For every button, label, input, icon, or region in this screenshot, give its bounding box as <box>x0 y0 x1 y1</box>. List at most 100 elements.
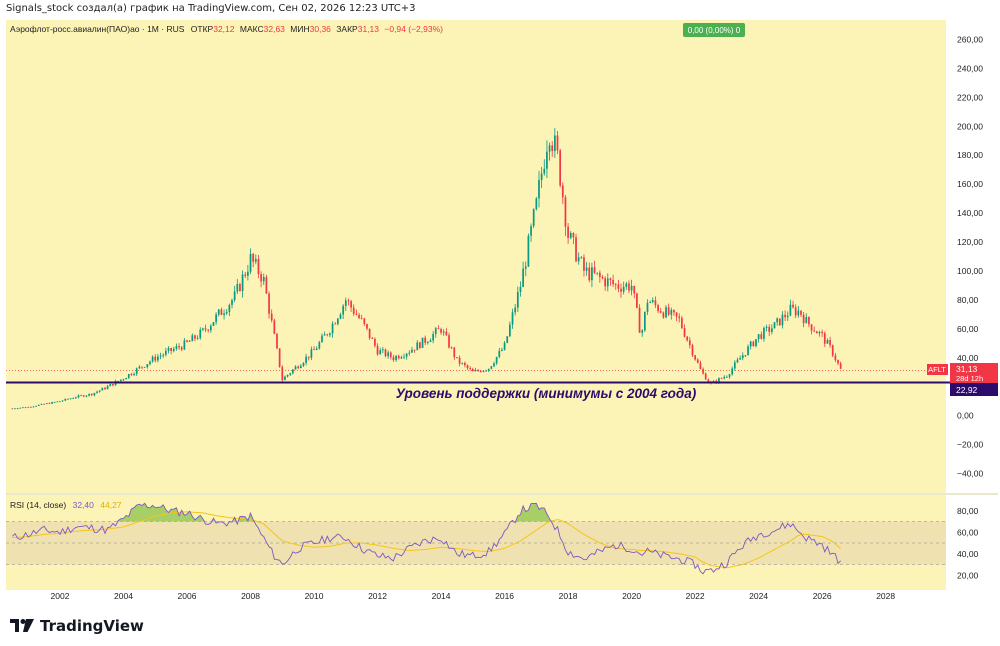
legend-high-label: МАКС <box>240 24 264 34</box>
change-badge[interactable]: 0,00 (0,00%) 0 <box>683 23 745 37</box>
candle-body <box>85 395 88 397</box>
candle-body <box>514 307 517 313</box>
candle-body <box>424 337 427 343</box>
candle-body <box>471 368 474 372</box>
candle-body <box>32 406 35 408</box>
candle-body <box>104 387 106 390</box>
candle-body <box>630 285 633 291</box>
rsi-legend: RSI (14, close) 32,40 44,27 <box>10 500 122 510</box>
candle-body <box>196 338 199 339</box>
candle-body <box>138 366 141 369</box>
candle-body <box>154 356 157 361</box>
candle-body <box>583 257 585 271</box>
candle-body <box>183 340 186 350</box>
candle-body <box>397 355 400 359</box>
candle-body <box>22 407 24 409</box>
candle-body <box>482 370 485 373</box>
candle-body <box>164 350 167 355</box>
candle-body <box>509 324 511 337</box>
candle-body <box>760 334 763 339</box>
candle-body <box>127 374 130 379</box>
candle-body <box>815 331 818 334</box>
candle-body <box>355 313 358 315</box>
candle-body <box>802 314 805 324</box>
rsi-tick-label: 40,00 <box>957 549 979 559</box>
candle-body <box>344 300 347 306</box>
candle-body <box>519 287 522 292</box>
x-tick-label: 2012 <box>368 591 387 601</box>
candle-body <box>297 366 300 369</box>
candle-body <box>376 345 379 355</box>
candle-body <box>516 291 519 308</box>
candle-body <box>27 406 30 408</box>
candle-body <box>757 334 760 340</box>
candle-body <box>654 300 657 306</box>
candle-body <box>72 398 75 399</box>
candle-body <box>352 307 355 314</box>
candle-body <box>781 314 784 326</box>
candle-body <box>821 331 824 334</box>
candle-body <box>442 331 445 333</box>
candle-body <box>726 376 728 378</box>
candle-body <box>339 314 342 319</box>
candle-body <box>696 359 699 363</box>
candle-body <box>829 339 831 346</box>
candle-body <box>445 331 448 336</box>
candle-body <box>231 300 233 305</box>
candle-body <box>466 365 469 369</box>
candle-body <box>321 335 323 343</box>
candle-body <box>130 374 133 375</box>
candle-body <box>313 349 315 351</box>
candle-body <box>657 305 659 312</box>
candle-body <box>649 302 651 303</box>
candle-body <box>561 185 564 198</box>
legend-high: 32,63 <box>264 24 286 34</box>
x-tick-label: 2010 <box>305 591 324 601</box>
candle-body <box>707 379 710 382</box>
candle-body <box>622 286 625 292</box>
candle-body <box>146 364 149 368</box>
candle-body <box>522 268 524 288</box>
candle-body <box>292 369 294 374</box>
candle-body <box>98 390 101 392</box>
candle-body <box>490 366 493 369</box>
footer: TradingView <box>10 617 144 635</box>
candle-body <box>112 384 114 386</box>
candle-body <box>299 365 302 369</box>
legend-close: 31,13 <box>358 24 380 34</box>
candle-body <box>633 285 636 294</box>
candle-body <box>495 356 498 364</box>
candle-body <box>641 330 644 333</box>
candle-body <box>88 393 90 396</box>
candle-body <box>659 311 662 313</box>
candle-body <box>702 369 704 374</box>
footer-brand: TradingView <box>40 617 144 635</box>
x-tick-label: 2002 <box>51 591 70 601</box>
candle-body <box>59 401 61 403</box>
x-tick-label: 2006 <box>178 591 197 601</box>
candle-body <box>831 345 834 356</box>
candle-body <box>141 366 143 368</box>
candle-body <box>733 362 736 369</box>
candle-body <box>80 395 83 397</box>
candle-body <box>14 408 16 410</box>
candle-body <box>448 335 450 348</box>
candle-body <box>400 357 403 359</box>
candle-body <box>302 362 305 366</box>
candle-body <box>837 360 839 364</box>
candle-body <box>188 341 191 342</box>
candle-body <box>585 267 588 271</box>
y-tick-label: 80,00 <box>957 295 979 305</box>
candle-body <box>532 209 535 227</box>
candle-body <box>133 373 135 375</box>
candle-body <box>106 386 109 390</box>
price-pane[interactable] <box>6 20 946 493</box>
x-tick-label: 2016 <box>495 591 514 601</box>
candle-body <box>268 293 270 314</box>
candle-body <box>368 328 371 339</box>
candle-body <box>331 323 334 334</box>
candle-body <box>628 283 630 291</box>
candle-body <box>773 322 776 329</box>
candle-body <box>37 404 40 406</box>
chart-frame[interactable]: −40,00 −20,00 0,00 20,00 40,00 60,00 80,00 100,… <box>6 20 998 604</box>
